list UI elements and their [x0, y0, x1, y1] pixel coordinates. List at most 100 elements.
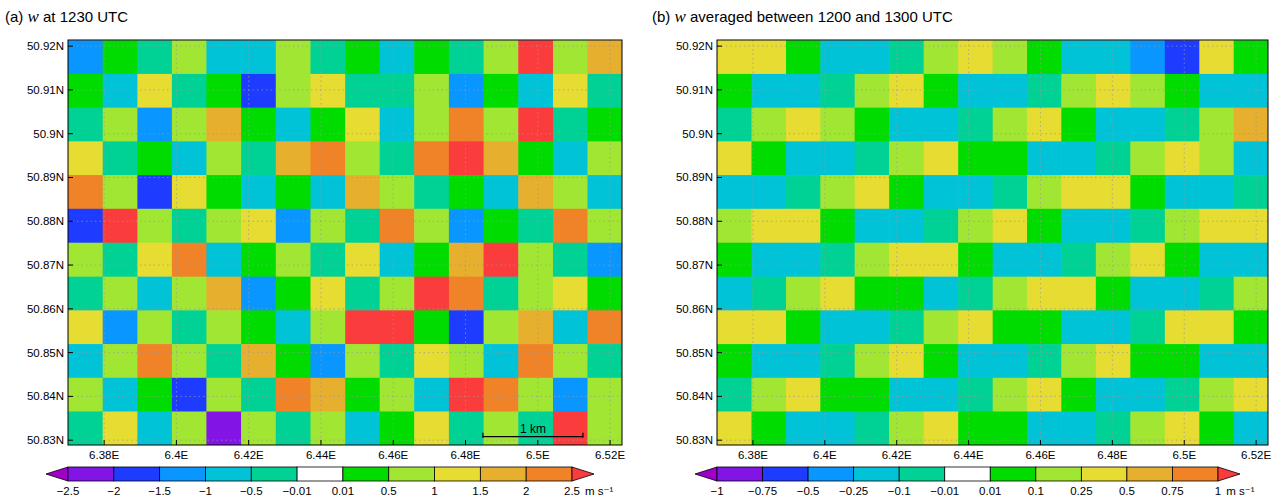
- cell: [1199, 175, 1234, 209]
- cell: [1199, 344, 1234, 378]
- cell: [1199, 378, 1234, 412]
- cell: [1096, 175, 1131, 209]
- cell: [276, 141, 311, 175]
- cell: [752, 40, 787, 74]
- grid-line: [393, 40, 394, 445]
- cell: [241, 108, 276, 142]
- cell: [924, 141, 959, 175]
- cell: [993, 108, 1028, 142]
- x-tick-label: 6.44E: [306, 449, 336, 461]
- x-tick-label: 6.48E: [1097, 449, 1127, 461]
- colorbar-box: [480, 467, 526, 481]
- cell: [924, 243, 959, 278]
- cell: [1061, 243, 1096, 278]
- cell: [752, 175, 787, 209]
- cell: [103, 344, 138, 378]
- scale-bar-line: [483, 436, 583, 437]
- cell: [206, 344, 241, 378]
- cell: [924, 108, 959, 142]
- cell: [1234, 344, 1268, 378]
- y-tick: [68, 177, 73, 178]
- y-tick: [717, 221, 722, 222]
- cell: [1234, 141, 1268, 175]
- y-tick: [68, 308, 73, 309]
- cell: [449, 344, 484, 378]
- x-tick: [537, 440, 538, 445]
- cell: [855, 378, 890, 412]
- cell: [1234, 108, 1268, 142]
- grid-line: [717, 221, 1268, 222]
- cell: [553, 74, 588, 108]
- cell: [484, 141, 519, 175]
- grid-line: [717, 133, 1268, 134]
- cell: [786, 344, 821, 378]
- x-tick: [393, 440, 394, 445]
- cell: [380, 310, 415, 344]
- cell: [484, 277, 519, 311]
- colorbar-box: [1127, 467, 1173, 481]
- colorbar-tick-label: −0.01: [283, 485, 312, 497]
- cell: [137, 209, 172, 244]
- cell: [1061, 40, 1096, 74]
- cell: [717, 209, 752, 244]
- x-tick: [752, 440, 753, 445]
- cell: [68, 40, 103, 74]
- scale-bar-label: 1 km: [520, 422, 546, 436]
- cell: [1027, 175, 1062, 209]
- cell: [172, 108, 207, 142]
- cell: [103, 310, 138, 344]
- cell: [717, 243, 752, 278]
- cell: [587, 378, 622, 412]
- y-tick: [717, 133, 722, 134]
- cell: [889, 277, 924, 311]
- cell: [518, 74, 553, 108]
- cell: [172, 277, 207, 311]
- y-tick-label: 50.88N: [676, 215, 713, 227]
- y-tick: [717, 308, 722, 309]
- cell: [68, 108, 103, 142]
- cell: [276, 209, 311, 244]
- cell: [1130, 277, 1165, 311]
- cell: [345, 108, 380, 142]
- grid-line: [68, 308, 622, 309]
- cell: [484, 243, 519, 278]
- grid-line: [1112, 40, 1113, 445]
- cell: [752, 344, 787, 378]
- cell: [484, 344, 519, 378]
- cell: [855, 209, 890, 244]
- y-tick: [68, 89, 73, 90]
- colorbar-box: [1081, 467, 1127, 481]
- x-tick: [1184, 440, 1185, 445]
- cell: [345, 277, 380, 311]
- cell: [1096, 344, 1131, 378]
- grid-line: [320, 40, 321, 445]
- y-tick-label: 50.9N: [33, 128, 64, 140]
- cell: [1027, 209, 1062, 244]
- colorbar-box: [899, 467, 945, 481]
- cell: [553, 108, 588, 142]
- cell: [1027, 243, 1062, 278]
- colorbar-tick-label: 1.5: [472, 485, 488, 497]
- cell: [414, 209, 449, 244]
- cell: [752, 209, 787, 244]
- cell: [924, 310, 959, 344]
- cell: [380, 243, 415, 278]
- cell: [717, 141, 752, 175]
- cell: [786, 74, 821, 108]
- colorbar-box: [251, 467, 297, 481]
- cell: [518, 277, 553, 311]
- cell: [484, 108, 519, 142]
- colorbar-box: [205, 467, 251, 481]
- scale-bar-end: [482, 433, 483, 438]
- cell: [993, 378, 1028, 412]
- cell: [553, 40, 588, 74]
- cell: [1027, 108, 1062, 142]
- colorbar-extend: [46, 467, 68, 481]
- cell: [1096, 108, 1131, 142]
- frame: [68, 40, 622, 445]
- x-tick-label: 6.4E: [165, 449, 189, 461]
- colorbar-box: [717, 467, 763, 481]
- cell: [518, 344, 553, 378]
- cell: [855, 243, 890, 278]
- cell: [924, 40, 959, 74]
